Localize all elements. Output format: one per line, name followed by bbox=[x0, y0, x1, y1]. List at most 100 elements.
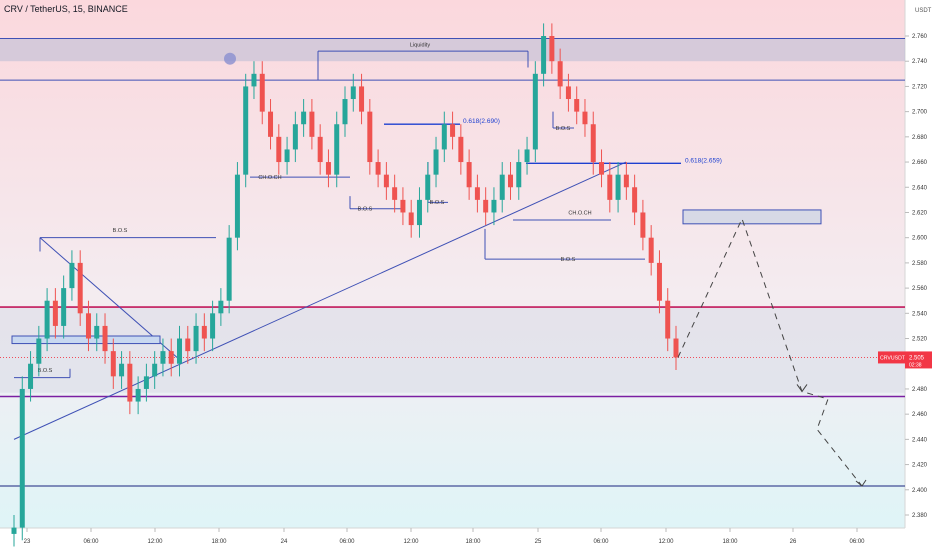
candle bbox=[615, 162, 621, 213]
candle-body bbox=[276, 136, 282, 163]
candle-body bbox=[218, 300, 224, 314]
candle bbox=[466, 149, 472, 200]
candle bbox=[268, 99, 274, 150]
candle bbox=[673, 325, 679, 371]
candle-body bbox=[450, 124, 456, 137]
bos-label-3: B.O.S bbox=[358, 206, 373, 212]
bos-label-5: B.O.S bbox=[561, 257, 576, 263]
fib-label-1: 0.618(2.690) bbox=[463, 118, 500, 125]
candle bbox=[185, 325, 191, 364]
candle-body bbox=[342, 99, 348, 125]
y-tick-label: 2.720 bbox=[912, 84, 928, 90]
price-axis-bg bbox=[905, 0, 932, 550]
candle bbox=[77, 250, 83, 326]
candle bbox=[334, 111, 340, 188]
candle bbox=[565, 73, 571, 112]
candle-body bbox=[416, 199, 422, 226]
price-tag bbox=[905, 351, 932, 369]
bos-label-1: B.O.S bbox=[113, 228, 128, 234]
candle bbox=[665, 288, 671, 352]
x-tick-label: 12:00 bbox=[403, 539, 419, 545]
candle-body bbox=[243, 86, 249, 175]
candle bbox=[152, 351, 158, 389]
candle bbox=[508, 162, 513, 200]
candle bbox=[400, 187, 406, 226]
candle bbox=[276, 124, 282, 175]
highlight-circle bbox=[224, 52, 236, 65]
bos-label-6: B.O.S bbox=[556, 126, 571, 132]
y-tick-label: 2.580 bbox=[912, 261, 928, 267]
candle-body bbox=[325, 162, 331, 175]
candle bbox=[85, 300, 91, 352]
candle bbox=[458, 124, 464, 175]
candle bbox=[69, 250, 75, 301]
candle bbox=[367, 99, 373, 175]
candle-body bbox=[226, 237, 232, 301]
candle bbox=[375, 149, 381, 188]
candle-body bbox=[234, 174, 240, 238]
candle-body bbox=[77, 262, 83, 314]
y-tick-label: 2.760 bbox=[912, 34, 928, 40]
candle-body bbox=[19, 388, 25, 528]
candle bbox=[317, 124, 323, 175]
candle-body bbox=[168, 351, 174, 364]
candle-body bbox=[284, 149, 290, 163]
candle bbox=[483, 187, 489, 226]
candle-body bbox=[102, 325, 108, 352]
candle bbox=[110, 338, 116, 389]
x-tick-label: 25 bbox=[535, 539, 542, 545]
candle-body bbox=[375, 162, 381, 175]
fib-label-2: 0.618(2.659) bbox=[685, 157, 722, 164]
candle-body bbox=[466, 162, 472, 188]
y-tick-label: 2.480 bbox=[912, 387, 928, 393]
candle-body bbox=[61, 288, 67, 326]
candle bbox=[359, 73, 365, 125]
candle bbox=[193, 313, 199, 364]
candle bbox=[574, 86, 580, 125]
candle bbox=[433, 136, 439, 188]
candle-body bbox=[516, 162, 522, 188]
chart-background bbox=[0, 0, 905, 528]
candle bbox=[549, 23, 555, 74]
candle-body bbox=[94, 325, 100, 339]
candle bbox=[226, 225, 232, 314]
y-tick-label: 2.460 bbox=[912, 412, 928, 418]
candle bbox=[590, 111, 596, 175]
y-tick-label: 2.420 bbox=[912, 463, 928, 469]
candle bbox=[52, 288, 58, 339]
candle bbox=[408, 199, 414, 238]
candle bbox=[243, 73, 249, 188]
candle-body bbox=[574, 99, 580, 112]
candle-body bbox=[210, 313, 216, 339]
candle bbox=[350, 73, 356, 112]
candle-body bbox=[11, 527, 17, 534]
candle-body bbox=[425, 174, 431, 200]
y-tick-label: 2.380 bbox=[912, 513, 928, 519]
candle-body bbox=[590, 124, 596, 163]
candle-body bbox=[607, 174, 613, 200]
candle bbox=[450, 111, 456, 150]
candle-body bbox=[408, 212, 414, 226]
candle bbox=[11, 515, 17, 547]
candle bbox=[234, 162, 240, 251]
candle-body bbox=[185, 338, 191, 352]
rising-trendline bbox=[13, 161, 627, 440]
candle bbox=[441, 111, 447, 163]
candle bbox=[516, 149, 522, 200]
candle-body bbox=[441, 124, 447, 150]
candle-body bbox=[317, 136, 323, 163]
x-tick-label: 12:00 bbox=[658, 539, 674, 545]
candle-body bbox=[524, 149, 530, 163]
candle bbox=[284, 136, 290, 175]
symbol-tag-text: CRVUSDT bbox=[880, 355, 906, 361]
upper-supply-zone bbox=[0, 38, 905, 62]
candle-body bbox=[599, 162, 605, 175]
candle-body bbox=[292, 124, 298, 150]
candle bbox=[499, 162, 505, 213]
candle bbox=[135, 376, 141, 415]
candle-body bbox=[582, 111, 588, 125]
candle-body bbox=[334, 124, 340, 175]
y-tick-label: 2.660 bbox=[912, 160, 928, 166]
y-tick-label: 2.680 bbox=[912, 135, 928, 141]
